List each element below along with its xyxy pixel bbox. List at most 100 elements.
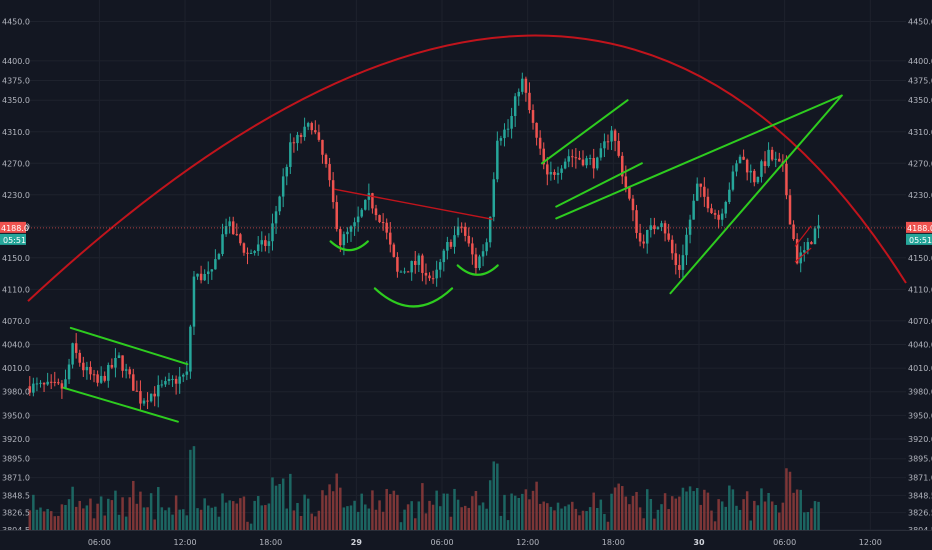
volume-bar: [85, 505, 89, 530]
candle-body: [132, 374, 135, 391]
candle-body: [321, 139, 324, 155]
volume-bar: [574, 508, 578, 530]
candle-body: [114, 358, 117, 368]
volume-bar: [285, 508, 289, 530]
volume-bar: [546, 503, 549, 530]
volume-bar: [235, 503, 239, 530]
candle-body: [142, 400, 146, 404]
volume-bar: [114, 490, 117, 530]
volume-bar: [774, 504, 777, 530]
bull-flag-channel-line: [69, 326, 189, 366]
volume-bar: [517, 497, 521, 530]
candle-body: [724, 201, 728, 214]
volume-bars: [28, 446, 820, 530]
rising-wedge-line: [669, 94, 843, 295]
volume-bar: [467, 507, 471, 530]
volume-bar: [189, 449, 192, 530]
volume-bar: [749, 520, 752, 530]
volume-bar: [303, 494, 306, 530]
small-channel-line: [794, 247, 812, 263]
candle-body: [513, 96, 517, 117]
volume-bar: [167, 507, 171, 530]
candle-body: [474, 254, 478, 268]
candle-body: [403, 271, 406, 273]
volume-bar: [592, 492, 595, 530]
price-tick-label-right: 3871.0: [908, 474, 932, 483]
time-axis[interactable]: 06:00 12:00 18:00 29 06:00 12:00 18:00 30 06:00 1…: [0, 530, 932, 550]
time-tick-label: 12:00: [516, 538, 539, 547]
volume-bar: [735, 505, 738, 530]
bull-flag-channel-line: [62, 386, 179, 423]
rising-wedge-line: [540, 99, 629, 165]
candle-body: [167, 378, 171, 382]
candle-body: [413, 261, 417, 265]
candle-body: [96, 374, 99, 383]
volume-bar: [278, 483, 281, 530]
volume-bar: [182, 509, 185, 530]
candle-body: [324, 154, 328, 165]
candle-body: [121, 355, 124, 371]
candle-body: [303, 126, 306, 138]
volume-bar: [292, 510, 296, 530]
small-channel-line: [794, 225, 812, 247]
price-tick-label-right: 4350.0: [908, 96, 932, 105]
volume-bar: [731, 489, 735, 530]
candle-body: [467, 235, 471, 244]
volume-bar: [364, 504, 367, 530]
volume-bar: [178, 509, 181, 530]
candle-body: [703, 186, 706, 197]
candle-body: [228, 221, 231, 227]
candle-body: [510, 116, 513, 129]
volume-bar: [196, 508, 199, 530]
price-tick-label-right: 4040.0: [908, 340, 932, 349]
candle-body: [735, 163, 738, 172]
candle-body: [224, 226, 228, 235]
volume-bar: [217, 516, 221, 530]
last-price-badge-right: [906, 221, 932, 233]
price-axis-left[interactable]: 4450.0 4400.0 4375.0 4350.0 4310.0 4270.0 4230…: [2, 17, 30, 535]
volume-bar: [781, 502, 785, 530]
volume-bar: [778, 512, 781, 530]
volume-bar: [385, 488, 388, 530]
time-tick-label: 06:00: [430, 538, 453, 547]
price-tick-label-right: 4375.0: [908, 77, 932, 86]
volume-bar: [71, 486, 74, 530]
volume-bar: [249, 523, 253, 530]
candle-body: [492, 179, 496, 217]
volume-bar: [96, 503, 99, 530]
candle-body: [692, 200, 695, 220]
candle-body: [89, 366, 92, 375]
price-tick-label-left: 4070.0: [2, 317, 30, 326]
candle-body: [542, 148, 545, 165]
candle-body: [256, 244, 260, 252]
candle-body: [385, 222, 388, 233]
candle-body: [367, 193, 371, 200]
candle-body: [60, 383, 64, 389]
volume-bar: [82, 508, 85, 530]
volume-bar: [720, 501, 724, 530]
volume-bar: [603, 514, 606, 530]
volume-bar: [653, 518, 656, 530]
volume-bar: [460, 507, 463, 530]
candle-body: [42, 382, 46, 385]
volume-bar: [396, 494, 399, 530]
price-tick-label-left: 3895.0: [2, 455, 30, 464]
candle-body: [613, 130, 617, 141]
volume-bar: [32, 494, 35, 530]
volume-bar: [510, 493, 513, 530]
volume-bar: [192, 446, 196, 530]
volume-bar: [310, 513, 313, 530]
candle-body: [214, 259, 217, 270]
candle-body: [364, 199, 367, 210]
volume-bar: [424, 513, 428, 530]
candle-body: [681, 255, 685, 270]
candle-body: [221, 234, 224, 255]
candle-body: [556, 172, 560, 175]
volume-bar: [745, 491, 749, 530]
time-tick-label: 18:00: [602, 538, 625, 547]
candle-body: [546, 164, 549, 175]
candle-body: [549, 172, 553, 175]
rising-wedge-line: [555, 94, 843, 220]
candle-body: [424, 272, 428, 276]
